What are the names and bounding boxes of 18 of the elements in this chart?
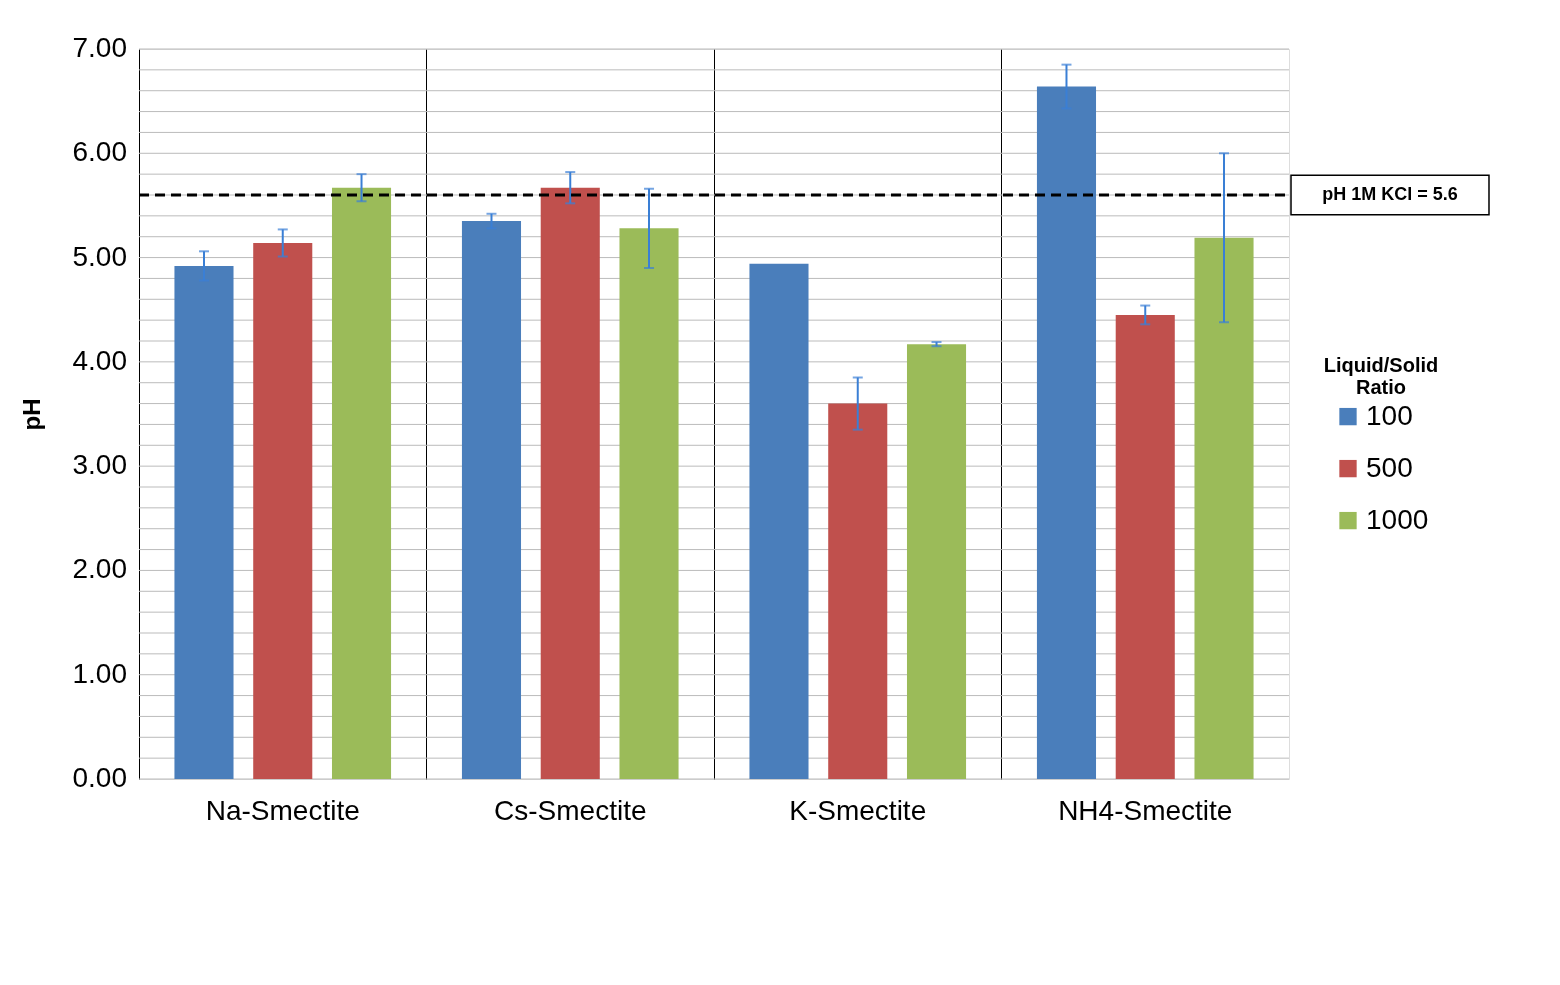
- legend-title: Liquid/Solid Ratio: [1323, 353, 1439, 398]
- y-tick-label: 7.00: [72, 32, 127, 63]
- y-tick-label: 2.00: [72, 553, 127, 585]
- legend-label: 500: [1366, 451, 1413, 483]
- legend-label: 100: [1366, 399, 1413, 431]
- y-tick-label: 1.00: [72, 657, 127, 689]
- ref-line-label: pH 1M KCl = 5.6: [1322, 184, 1458, 204]
- x-tick-label: NH4-Smectite: [1058, 794, 1233, 826]
- x-tick-label: K-Smectite: [789, 794, 927, 826]
- x-tick-label: Cs-Smectite: [494, 794, 647, 826]
- y-tick-label: 3.00: [72, 449, 127, 481]
- y-tick-label: 5.00: [72, 240, 127, 272]
- y-tick-label: 6.00: [72, 136, 127, 168]
- y-tick-label: 4.00: [72, 344, 127, 376]
- x-tick-label: Na-Smectite: [205, 794, 360, 826]
- y-tick-label: 0.00: [72, 762, 127, 793]
- y-axis-title: pH: [17, 398, 45, 431]
- legend-label: 1000: [1366, 503, 1429, 535]
